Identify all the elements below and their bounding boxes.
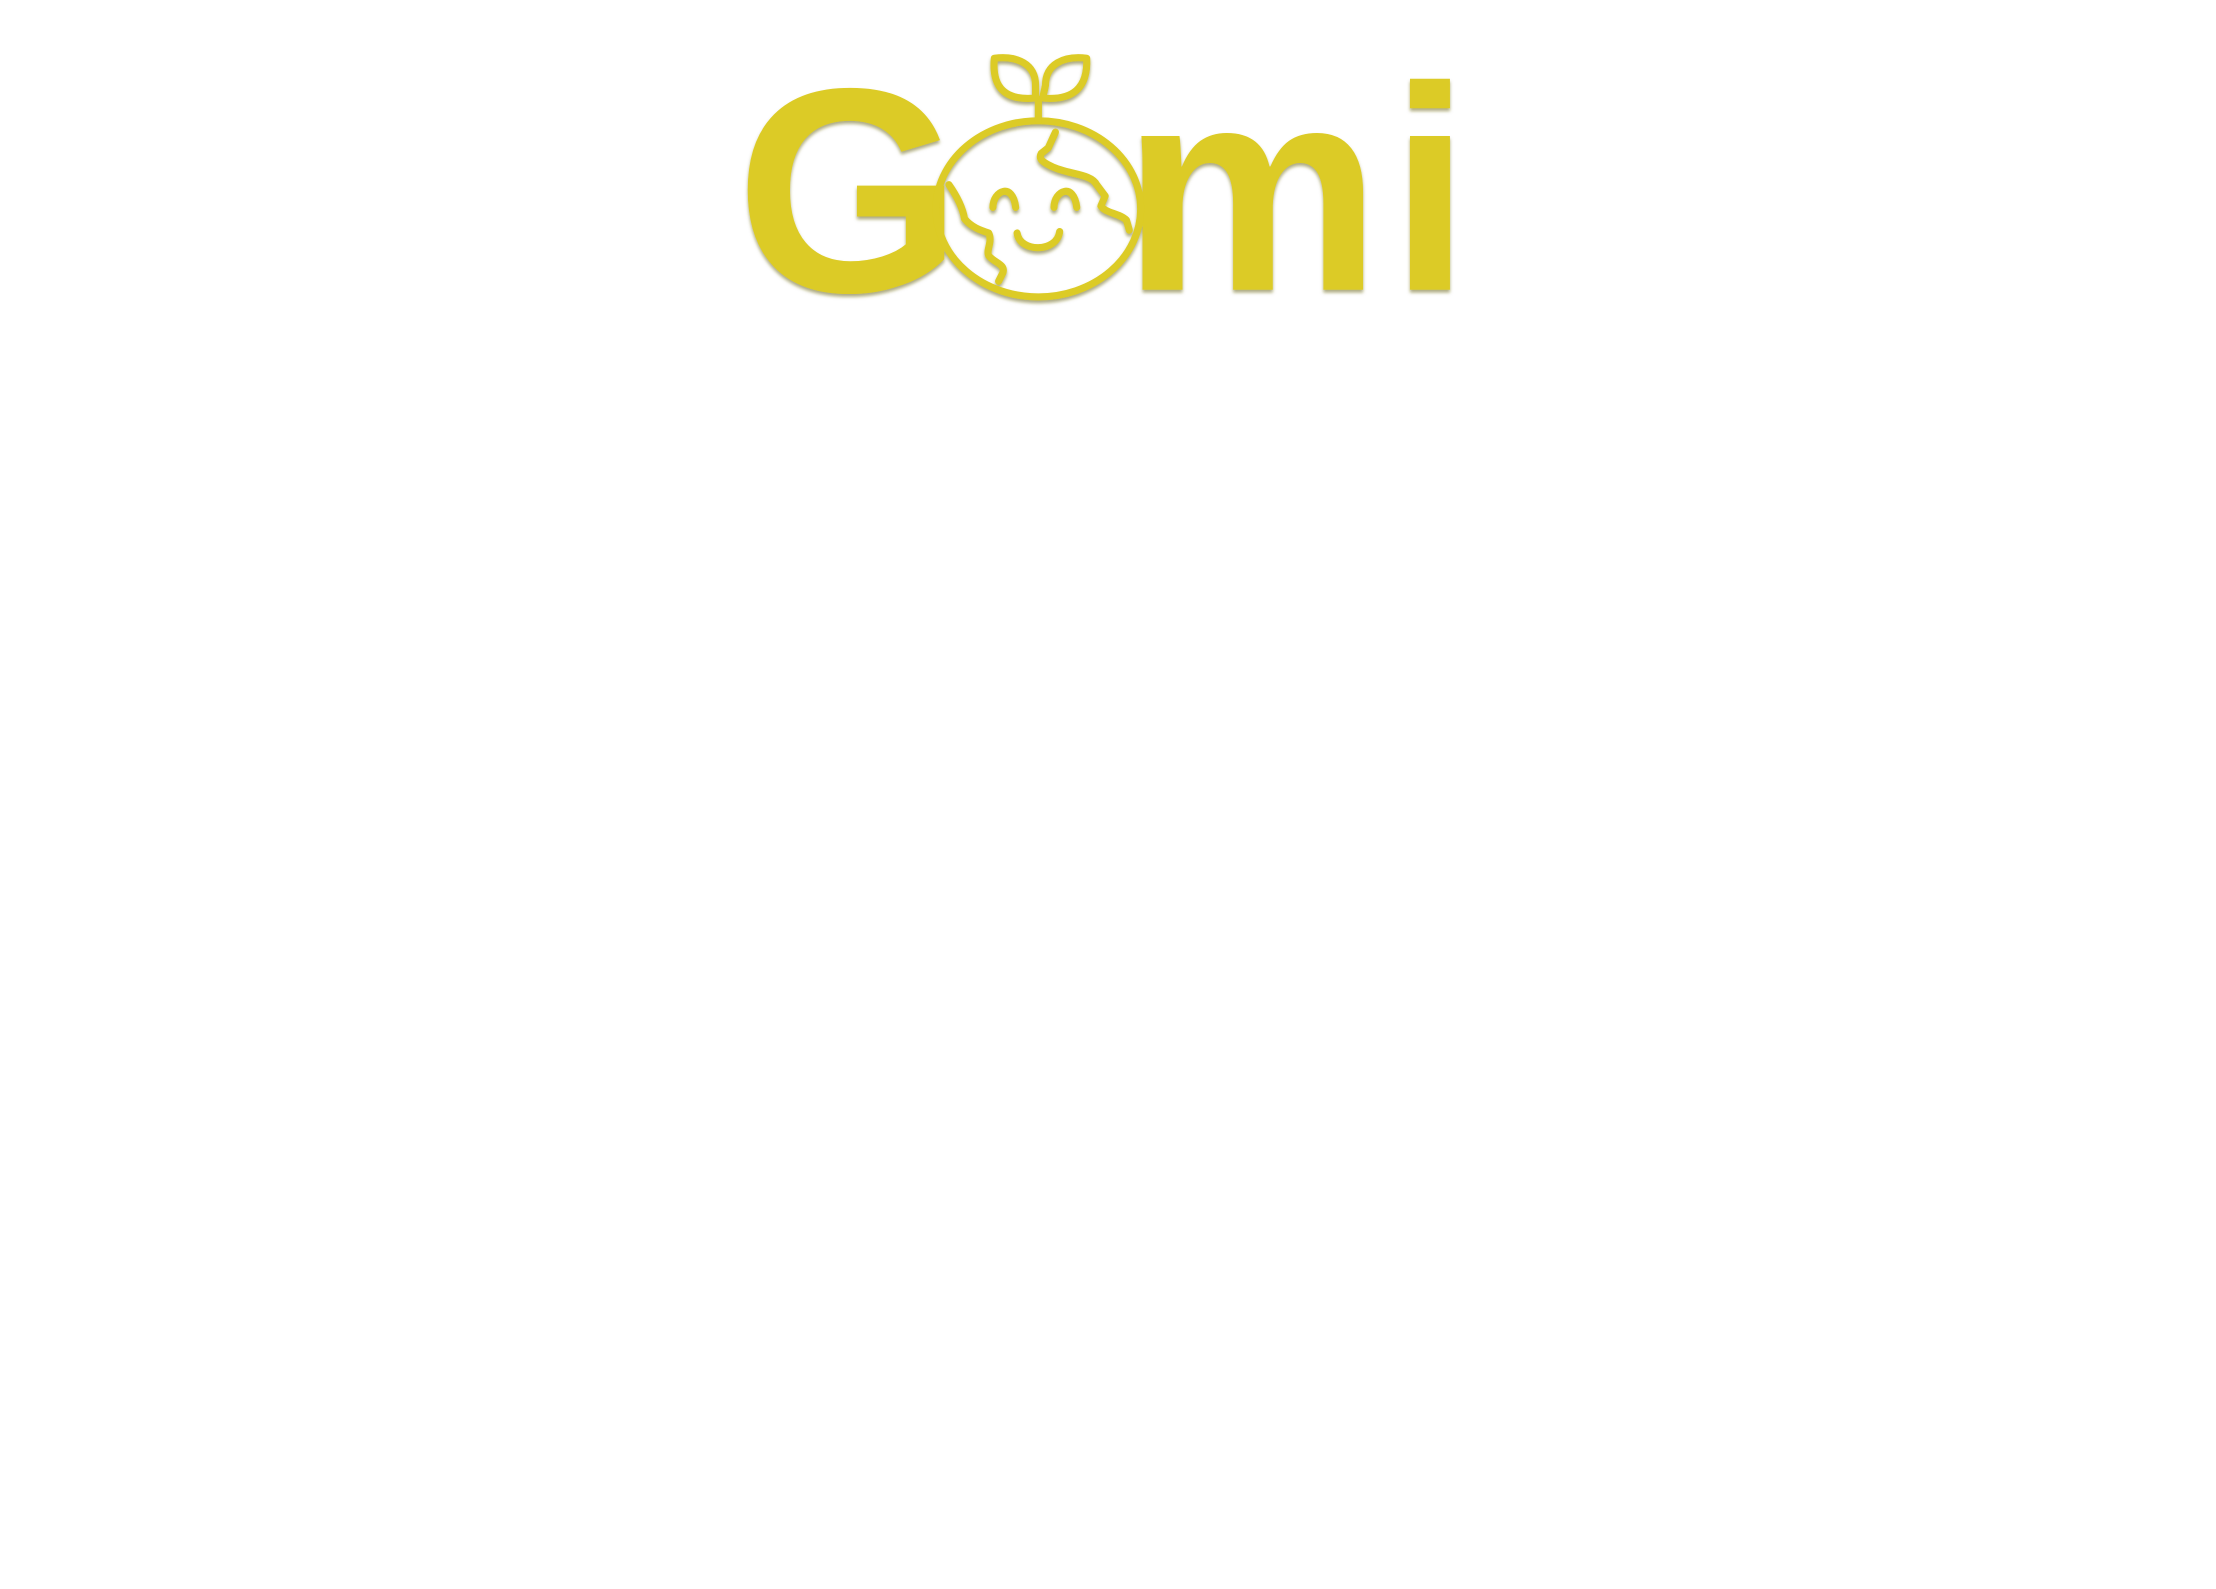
logo: G mi <box>736 26 1479 353</box>
logo-text-end: mi <box>1122 26 1479 352</box>
globe-face-icon <box>932 54 1145 301</box>
logo-text-start: G <box>736 27 963 353</box>
